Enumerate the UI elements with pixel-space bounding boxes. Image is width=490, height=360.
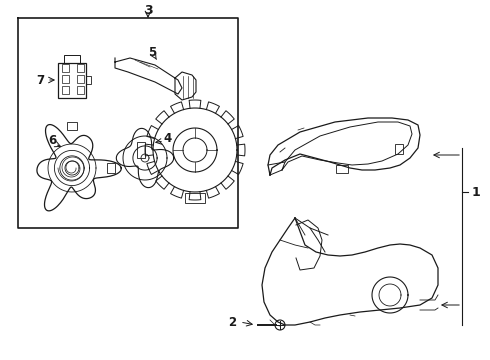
Text: 1: 1	[472, 185, 480, 198]
Bar	[67, 122, 77, 130]
Text: 5: 5	[148, 45, 156, 58]
Bar	[336, 165, 348, 173]
Bar	[137, 142, 145, 158]
Bar	[58, 63, 86, 98]
Bar	[62, 86, 69, 94]
Bar	[76, 86, 83, 94]
Bar	[185, 193, 205, 203]
Text: 3: 3	[144, 4, 152, 17]
Bar	[395, 144, 403, 154]
Text: 7: 7	[36, 73, 44, 86]
Text: 6: 6	[48, 134, 56, 147]
Bar	[62, 75, 69, 83]
Text: 2: 2	[228, 315, 236, 328]
Text: 4: 4	[164, 131, 172, 144]
Bar	[86, 76, 91, 84]
Bar	[64, 55, 80, 63]
Bar	[62, 64, 69, 72]
Bar	[76, 75, 83, 83]
Bar	[76, 64, 83, 72]
Bar	[107, 163, 115, 173]
